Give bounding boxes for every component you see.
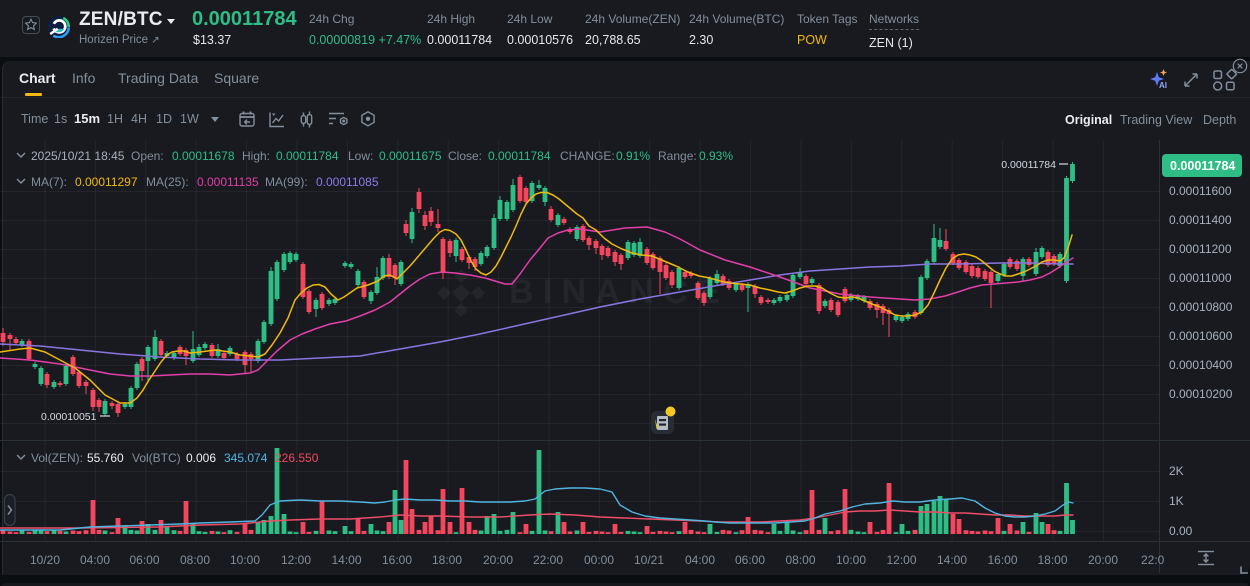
svg-text:Close:: Close:: [448, 149, 482, 163]
svg-text:345.074: 345.074: [224, 451, 268, 465]
svg-text:14:00: 14:00: [331, 553, 361, 567]
svg-text:Open:: Open:: [131, 149, 164, 163]
svg-text:55.760: 55.760: [87, 451, 124, 465]
svg-text:0.91%: 0.91%: [616, 149, 650, 163]
svg-text:08:00: 08:00: [180, 553, 210, 567]
svg-text:MA(7):: MA(7):: [31, 175, 67, 189]
svg-text:00:00: 00:00: [584, 553, 614, 567]
svg-text:AI: AI: [1159, 81, 1167, 90]
svg-text:0.00011784: 0.00011784: [276, 149, 339, 163]
svg-text:10/21: 10/21: [634, 553, 664, 567]
svg-text:2K: 2K: [1169, 464, 1184, 478]
svg-text:22:00: 22:00: [533, 553, 563, 567]
svg-text:0.00010400: 0.00010400: [1169, 358, 1233, 372]
svg-text:0.00011135: 0.00011135: [197, 175, 259, 189]
svg-text:2025/10/21 18:45: 2025/10/21 18:45: [31, 149, 125, 163]
svg-text:0.93%: 0.93%: [699, 149, 733, 163]
svg-text:0.00011675: 0.00011675: [379, 149, 442, 163]
svg-text:16:00: 16:00: [987, 553, 1017, 567]
svg-text:0.00: 0.00: [1169, 524, 1193, 538]
svg-text:0.00011784: 0.00011784: [1170, 159, 1235, 173]
svg-text:0.00011678: 0.00011678: [172, 149, 235, 163]
svg-text:20:00: 20:00: [483, 553, 513, 567]
svg-text:14:00: 14:00: [937, 553, 967, 567]
svg-text:0.00010051: 0.00010051: [41, 411, 97, 423]
svg-text:20:00: 20:00: [1088, 553, 1118, 567]
svg-text:22:0: 22:0: [1141, 553, 1165, 567]
svg-text:18:00: 18:00: [432, 553, 462, 567]
svg-text:0.006: 0.006: [186, 451, 216, 465]
svg-text:06:00: 06:00: [129, 553, 159, 567]
svg-text:Vol(BTC): Vol(BTC): [132, 451, 181, 465]
svg-text:0.00011297: 0.00011297: [75, 175, 138, 189]
svg-text:0.00010200: 0.00010200: [1169, 387, 1233, 401]
svg-text:1K: 1K: [1169, 494, 1184, 508]
svg-text:10:00: 10:00: [836, 553, 866, 567]
svg-text:16:00: 16:00: [382, 553, 412, 567]
svg-text:0.00010600: 0.00010600: [1169, 329, 1233, 343]
svg-text:04:00: 04:00: [80, 553, 110, 567]
svg-text:226.550: 226.550: [275, 451, 319, 465]
svg-text:0.00011784: 0.00011784: [1001, 159, 1056, 171]
svg-text:Low:: Low:: [348, 149, 373, 163]
svg-text:0.00011085: 0.00011085: [316, 175, 379, 189]
svg-text:CHANGE:: CHANGE:: [560, 149, 615, 163]
svg-text:06:00: 06:00: [735, 553, 765, 567]
svg-text:0.00010800: 0.00010800: [1169, 300, 1233, 314]
svg-text:10:00: 10:00: [230, 553, 260, 567]
svg-text:MA(99):: MA(99):: [265, 175, 308, 189]
svg-text:10/20: 10/20: [30, 553, 60, 567]
svg-text:04:00: 04:00: [685, 553, 715, 567]
svg-text:High:: High:: [242, 149, 270, 163]
svg-text:18:00: 18:00: [1037, 553, 1067, 567]
svg-text:08:00: 08:00: [785, 553, 815, 567]
svg-text:0.00011784: 0.00011784: [488, 149, 551, 163]
svg-text:0.00011000: 0.00011000: [1169, 271, 1232, 285]
svg-text:12:00: 12:00: [281, 553, 311, 567]
svg-text:Range:: Range:: [658, 149, 697, 163]
svg-text:0.00011400: 0.00011400: [1169, 213, 1232, 227]
svg-text:MA(25):: MA(25):: [146, 175, 189, 189]
svg-text:12:00: 12:00: [886, 553, 916, 567]
svg-text:0.00011200: 0.00011200: [1169, 242, 1232, 256]
svg-text:0.00011600: 0.00011600: [1169, 184, 1232, 198]
svg-text:Vol(ZEN):: Vol(ZEN):: [31, 451, 83, 465]
